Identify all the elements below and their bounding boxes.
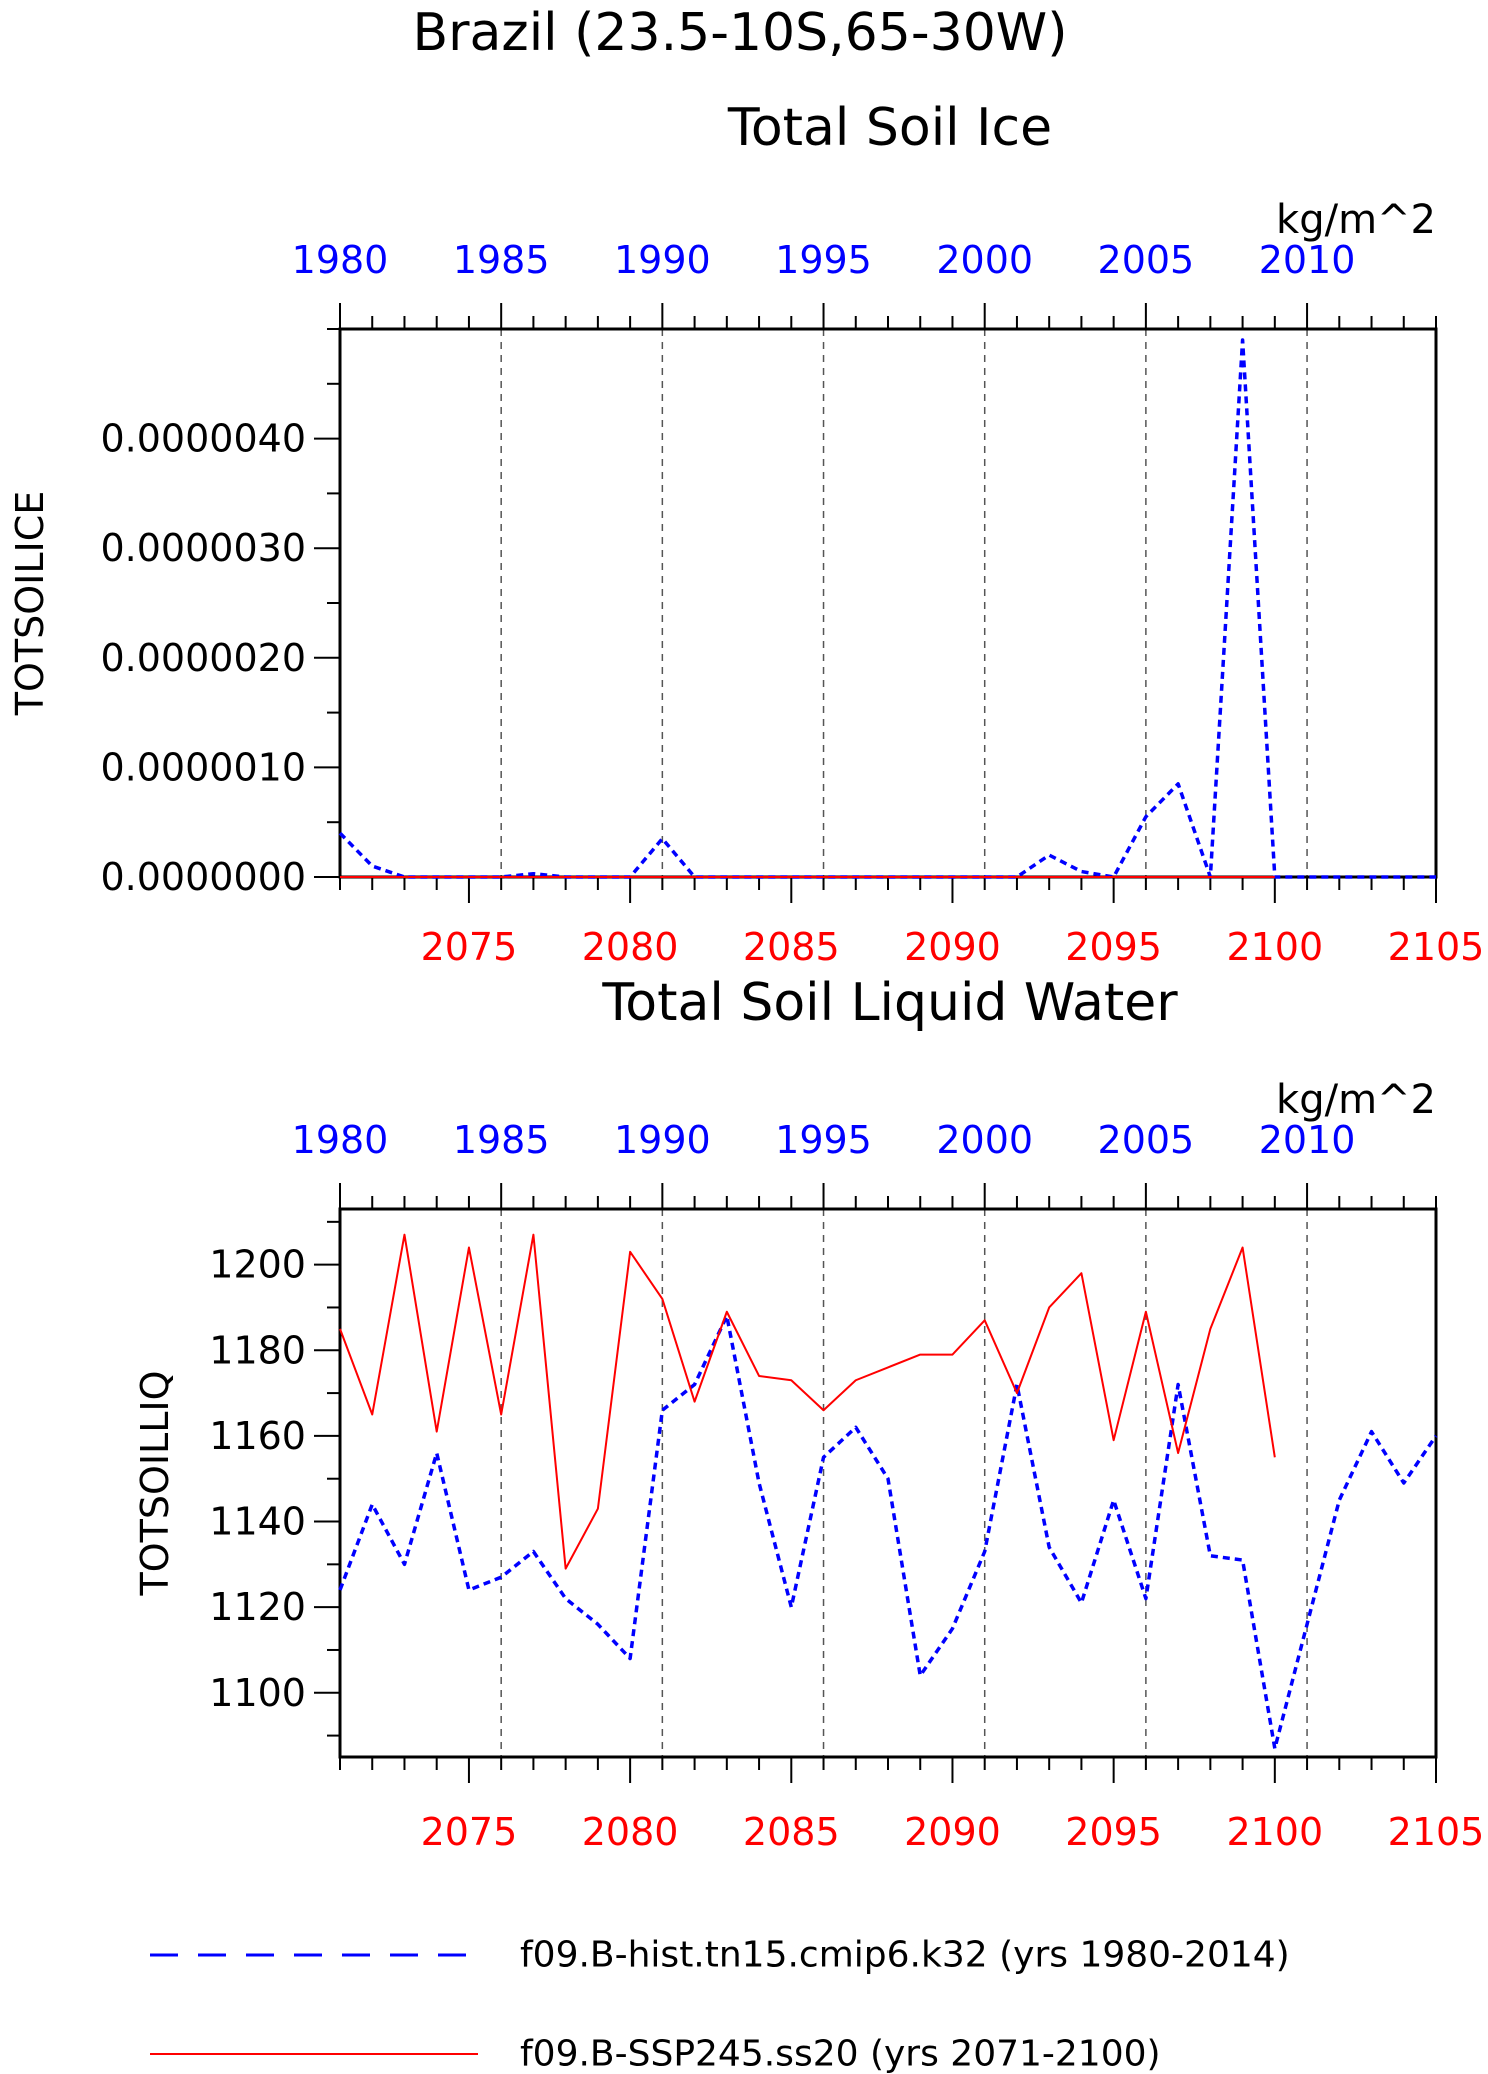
- bottom-axis-tick-label: 2090: [904, 1810, 1001, 1854]
- y-axis-tick-label: 1200: [209, 1243, 306, 1287]
- bottom-axis-tick-label: 2100: [1226, 1810, 1323, 1854]
- top-axis-tick-label: 1985: [453, 1118, 550, 1162]
- top-axis-tick-label: 2000: [936, 238, 1033, 282]
- y-axis-label: TOTSOILICE: [8, 491, 52, 717]
- legend-label: f09.B-hist.tn15.cmip6.k32 (yrs 1980-2014…: [520, 1935, 1290, 1976]
- bottom-axis-tick-label: 2080: [582, 1810, 679, 1854]
- bottom-axis-tick-label: 2075: [421, 1810, 518, 1854]
- top-axis-tick-label: 2010: [1259, 238, 1356, 282]
- y-axis-tick-label: 0.0000030: [101, 526, 307, 570]
- bottom-axis-tick-label: 2090: [904, 925, 1001, 969]
- units-label: kg/m^2: [1276, 1077, 1436, 1123]
- bottom-axis-tick-label: 2095: [1065, 925, 1162, 969]
- bottom-axis-tick-label: 2075: [421, 925, 518, 969]
- top-axis-tick-label: 1995: [775, 238, 872, 282]
- chart-panel-2: Total Soil Liquid Water kg/m^2 TOTSOILLIQ 1…: [133, 973, 1484, 1854]
- series-line-hist: [338, 1314, 1438, 1751]
- y-axis-tick-label: 0.0000000: [101, 855, 307, 899]
- top-axis-tick-label: 2005: [1098, 1118, 1195, 1162]
- y-axis-label: TOTSOILLIQ: [133, 1370, 177, 1596]
- units-label: kg/m^2: [1276, 197, 1436, 243]
- chart-panel-1: Total Soil Ice kg/m^2 TOTSOILICE 1980 1985 19…: [8, 98, 1484, 969]
- bottom-axis-tick-label: 2105: [1388, 1810, 1485, 1854]
- figure-title: Brazil (23.5-10S,65-30W): [413, 3, 1068, 63]
- y-axis-tick-label: 1120: [209, 1585, 306, 1629]
- y-axis-tick-label: 0.0000040: [101, 417, 307, 461]
- series-line-ssp245: [339, 1233, 1276, 1570]
- top-axis-tick-label: 1985: [453, 238, 550, 282]
- y-axis-tick-label: 1100: [209, 1671, 306, 1715]
- bottom-axis-tick-label: 2080: [582, 925, 679, 969]
- legend: f09.B-hist.tn15.cmip6.k32 (yrs 1980-2014…: [150, 1935, 1290, 2074]
- y-axis-tick-label: 1140: [209, 1500, 306, 1544]
- top-axis-tick-label: 1990: [614, 1118, 711, 1162]
- bottom-axis-tick-label: 2105: [1388, 925, 1485, 969]
- top-axis-tick-label: 1980: [292, 1118, 389, 1162]
- panel-title: Total Soil Liquid Water: [601, 973, 1178, 1033]
- bottom-axis-tick-label: 2100: [1226, 925, 1323, 969]
- bottom-axis-tick-label: 2085: [743, 925, 840, 969]
- top-axis-tick-label: 1990: [614, 238, 711, 282]
- top-axis-tick-label: 1980: [292, 238, 389, 282]
- panel-title: Total Soil Ice: [727, 98, 1052, 158]
- bottom-axis-tick-label: 2095: [1065, 1810, 1162, 1854]
- y-axis-tick-label: 1180: [209, 1328, 306, 1372]
- y-axis-tick-label: 0.0000010: [101, 745, 307, 789]
- series-line-hist: [338, 338, 1436, 879]
- legend-label: f09.B-SSP245.ss20 (yrs 2071-2100): [520, 2034, 1161, 2074]
- bottom-axis-tick-label: 2085: [743, 1810, 840, 1854]
- top-axis-tick-label: 2005: [1098, 238, 1195, 282]
- y-axis-tick-label: 1160: [209, 1414, 306, 1458]
- top-axis-tick-label: 2010: [1259, 1118, 1356, 1162]
- top-axis-tick-label: 2000: [936, 1118, 1033, 1162]
- top-axis-tick-label: 1995: [775, 1118, 872, 1162]
- y-axis-tick-label: 0.0000020: [101, 636, 307, 680]
